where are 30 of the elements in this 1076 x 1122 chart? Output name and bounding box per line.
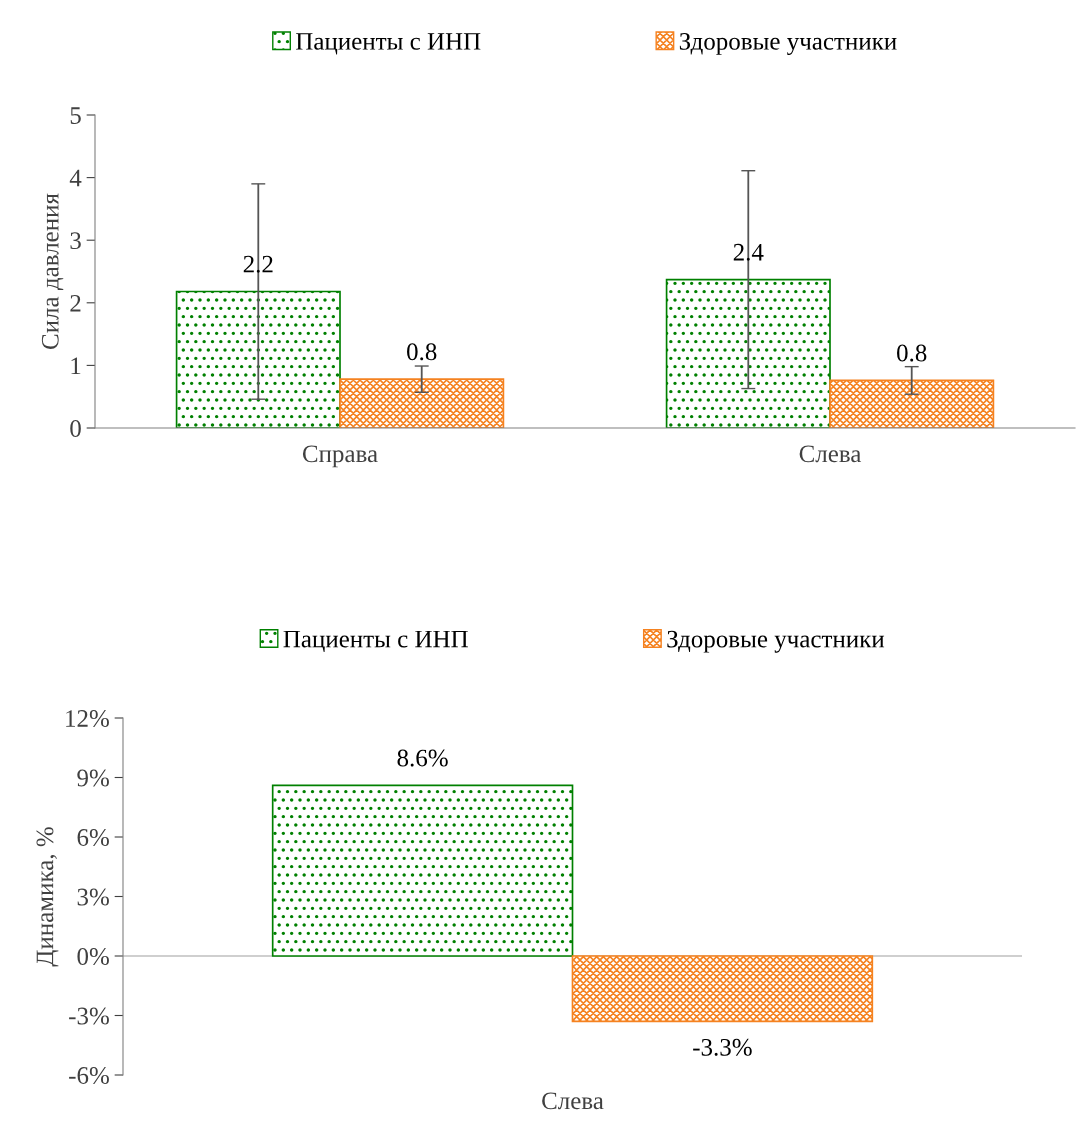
y-tick-label: 4 xyxy=(69,169,82,187)
legend-label: Здоровые участники xyxy=(679,32,897,55)
data-label: 0.8 xyxy=(407,343,437,361)
y-tick-label: 5 xyxy=(70,107,81,124)
legend-label: Пациенты с ИНП xyxy=(283,630,468,653)
x-tick-label: Слева xyxy=(542,1092,604,1110)
legend-label: Здоровые участники xyxy=(667,630,885,653)
y-tick-label: 3% xyxy=(77,888,109,906)
y-tick-label: 12% xyxy=(66,710,109,727)
data-label: 8.6% xyxy=(397,749,448,767)
bar xyxy=(175,290,341,428)
x-tick-label: Справа xyxy=(302,445,378,468)
data-label: 0.8 xyxy=(897,344,927,362)
bar xyxy=(339,378,505,428)
y-tick-label: 6% xyxy=(77,829,109,846)
y-tick-label: -6% xyxy=(69,1067,109,1084)
y-tick-label: 1 xyxy=(71,357,81,375)
y-tick-label: 0 xyxy=(70,420,81,437)
y-tick-label: -3% xyxy=(69,1007,109,1025)
bar xyxy=(829,379,995,428)
bar xyxy=(665,278,831,428)
y-tick-label: 9% xyxy=(77,769,109,787)
data-label: -3.3% xyxy=(693,1038,752,1056)
y-tick-label: 3 xyxy=(70,232,81,250)
y-axis-title: Динамика, % xyxy=(36,827,59,967)
y-tick-label: 0% xyxy=(77,948,109,965)
y-tick-label: 2 xyxy=(70,294,81,312)
legend-label: Пациенты с ИНП xyxy=(296,33,481,55)
x-tick-label: Слева xyxy=(799,445,862,463)
y-axis-title: Сила давления xyxy=(41,193,64,349)
